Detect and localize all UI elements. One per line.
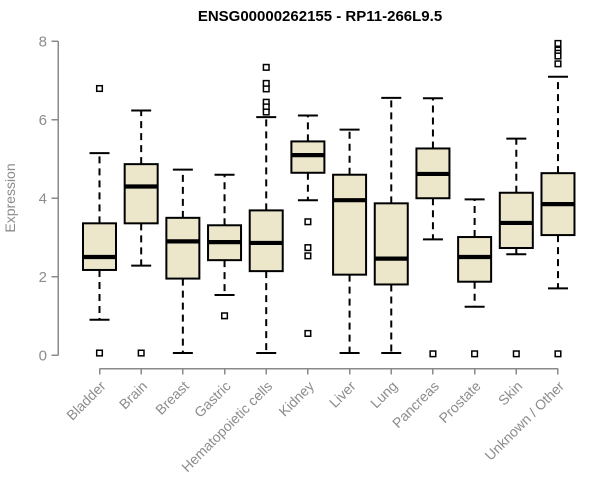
outlier-point bbox=[304, 329, 312, 337]
outlier-point bbox=[95, 349, 104, 357]
x-tick-label: Skin bbox=[495, 378, 526, 409]
x-tick-label: Prostate bbox=[436, 378, 484, 426]
x-tick-label: Breast bbox=[152, 378, 192, 418]
outlier-point bbox=[471, 350, 479, 358]
chart-title: ENSG00000262155 - RP11-266L9.5 bbox=[198, 8, 442, 25]
x-tick-label: Kidney bbox=[275, 378, 317, 420]
box-gastric bbox=[207, 173, 243, 320]
box-prostate bbox=[457, 198, 493, 358]
iqr-box bbox=[123, 163, 159, 225]
outlier-point bbox=[262, 108, 270, 116]
y-axis: 0 2 4 6 8 bbox=[39, 34, 59, 364]
box-bladder bbox=[82, 84, 117, 357]
y-tick-label: 2 bbox=[39, 269, 47, 286]
box-kidney bbox=[290, 114, 326, 337]
outlier-point bbox=[304, 252, 312, 260]
outlier-point bbox=[554, 60, 562, 68]
iqr-box bbox=[373, 202, 409, 286]
box-skin bbox=[498, 137, 534, 358]
iqr-box bbox=[332, 173, 368, 276]
y-tick-label: 6 bbox=[39, 112, 47, 129]
iqr-box bbox=[248, 209, 284, 273]
y-tick-label: 0 bbox=[39, 347, 47, 364]
outlier-point bbox=[554, 52, 562, 60]
outlier-point bbox=[262, 85, 270, 93]
outlier-point bbox=[554, 39, 562, 47]
outlier-point bbox=[137, 349, 145, 357]
outlier-point bbox=[220, 312, 229, 320]
x-tick-label: Lung bbox=[367, 378, 400, 411]
box-lung bbox=[373, 96, 409, 355]
box-unknown-other bbox=[540, 39, 576, 358]
box-hematopoietic-cells bbox=[248, 63, 284, 355]
y-tick-label: 8 bbox=[39, 34, 47, 51]
box-pancreas bbox=[415, 97, 451, 358]
outlier-point bbox=[554, 350, 562, 358]
box-brain bbox=[123, 109, 159, 357]
outlier-point bbox=[429, 350, 437, 358]
box-liver bbox=[332, 128, 368, 355]
y-axis-label: Expression bbox=[2, 163, 18, 232]
y-tick-label: 4 bbox=[39, 190, 47, 207]
x-tick-label: Unknown / Other bbox=[481, 378, 567, 464]
x-tick-label: Bladder bbox=[63, 378, 109, 424]
iqr-box bbox=[165, 216, 201, 280]
x-tick-label: Liver bbox=[326, 378, 359, 411]
x-tick-label: Brain bbox=[116, 378, 150, 412]
iqr-box bbox=[457, 236, 493, 283]
outlier-point bbox=[262, 63, 270, 71]
box-breast bbox=[165, 168, 201, 355]
outlier-point bbox=[304, 218, 312, 226]
outlier-point bbox=[95, 84, 104, 93]
outlier-point bbox=[304, 244, 312, 252]
iqr-box bbox=[82, 222, 117, 271]
x-axis bbox=[98, 367, 559, 375]
iqr-box bbox=[498, 191, 534, 250]
outlier-point bbox=[512, 350, 520, 358]
